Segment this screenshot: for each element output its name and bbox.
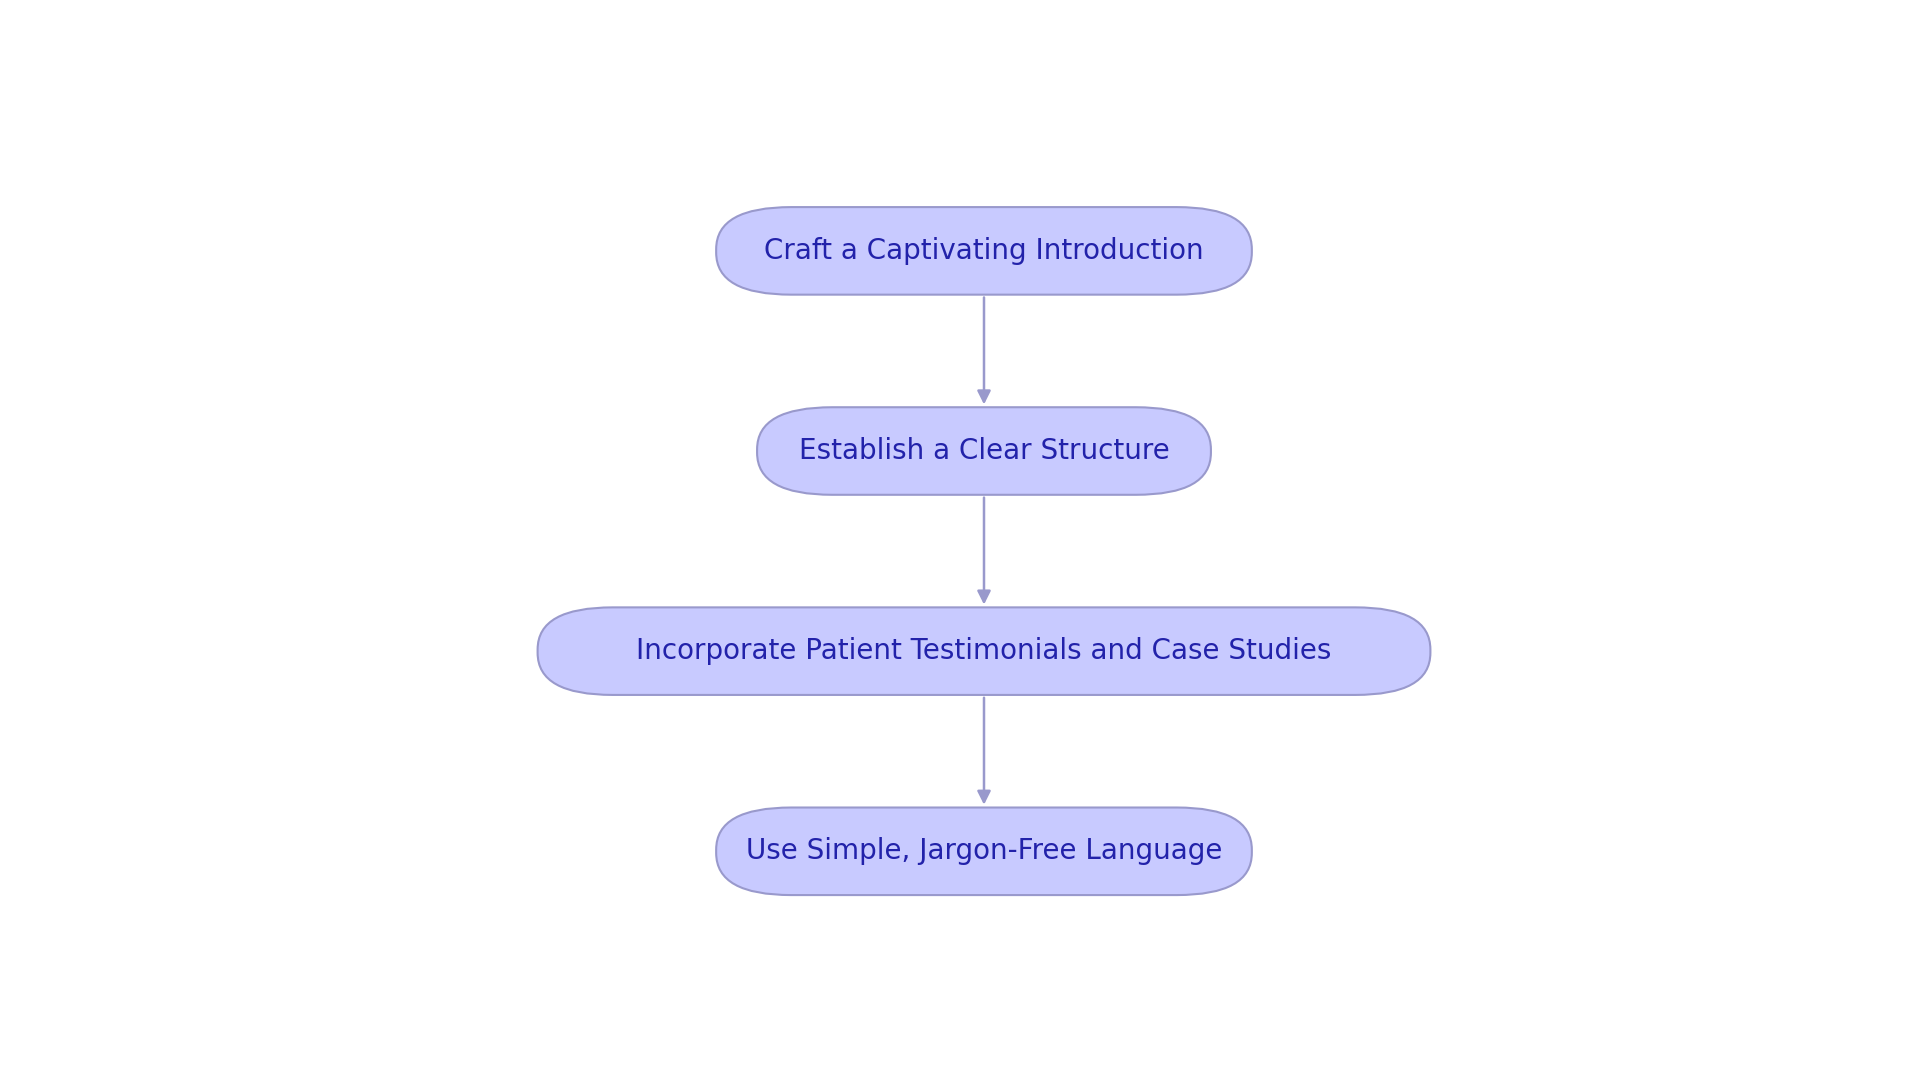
Text: Incorporate Patient Testimonials and Case Studies: Incorporate Patient Testimonials and Cas… — [636, 637, 1332, 665]
Text: Craft a Captivating Introduction: Craft a Captivating Introduction — [764, 237, 1204, 265]
FancyBboxPatch shape — [716, 808, 1252, 895]
FancyBboxPatch shape — [716, 207, 1252, 295]
Text: Establish a Clear Structure: Establish a Clear Structure — [799, 438, 1169, 465]
FancyBboxPatch shape — [538, 608, 1430, 695]
FancyBboxPatch shape — [756, 407, 1212, 495]
Text: Use Simple, Jargon-Free Language: Use Simple, Jargon-Free Language — [745, 837, 1223, 865]
